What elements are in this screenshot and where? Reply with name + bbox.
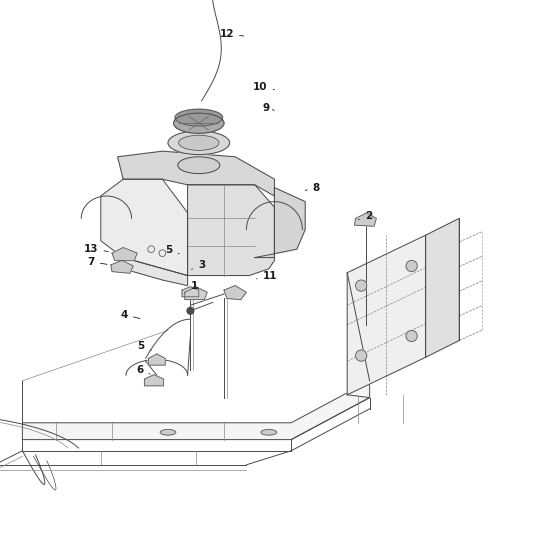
Text: 6: 6 bbox=[137, 365, 150, 375]
Polygon shape bbox=[118, 151, 274, 196]
Ellipse shape bbox=[168, 131, 230, 155]
Text: 12: 12 bbox=[220, 29, 244, 39]
Circle shape bbox=[187, 307, 194, 314]
Text: 2: 2 bbox=[358, 211, 372, 221]
Ellipse shape bbox=[160, 430, 176, 435]
Text: 9: 9 bbox=[263, 102, 274, 113]
Polygon shape bbox=[255, 188, 305, 258]
Ellipse shape bbox=[175, 109, 223, 126]
Text: 4: 4 bbox=[120, 310, 140, 320]
Polygon shape bbox=[224, 286, 246, 300]
Polygon shape bbox=[347, 235, 426, 395]
Polygon shape bbox=[185, 287, 207, 300]
Polygon shape bbox=[188, 185, 274, 276]
Circle shape bbox=[356, 350, 367, 361]
Polygon shape bbox=[111, 260, 133, 273]
Ellipse shape bbox=[261, 430, 277, 435]
Text: 5: 5 bbox=[166, 245, 179, 255]
Polygon shape bbox=[101, 179, 188, 276]
Text: 8: 8 bbox=[305, 183, 320, 193]
Polygon shape bbox=[112, 248, 137, 260]
Circle shape bbox=[406, 330, 417, 342]
Text: 5: 5 bbox=[138, 341, 151, 351]
Circle shape bbox=[406, 260, 417, 272]
Text: 1: 1 bbox=[192, 281, 198, 291]
Ellipse shape bbox=[174, 113, 224, 133]
Polygon shape bbox=[426, 218, 459, 357]
Ellipse shape bbox=[178, 157, 220, 174]
Ellipse shape bbox=[179, 136, 219, 151]
Polygon shape bbox=[22, 381, 370, 440]
Text: 13: 13 bbox=[84, 244, 108, 254]
Polygon shape bbox=[123, 258, 188, 286]
Text: 10: 10 bbox=[253, 82, 274, 92]
Text: 11: 11 bbox=[256, 270, 277, 281]
Text: 7: 7 bbox=[87, 256, 107, 267]
Circle shape bbox=[356, 280, 367, 291]
Text: 3: 3 bbox=[192, 260, 205, 270]
Polygon shape bbox=[354, 213, 376, 226]
Polygon shape bbox=[182, 287, 199, 297]
Polygon shape bbox=[148, 354, 165, 365]
Polygon shape bbox=[144, 375, 164, 386]
